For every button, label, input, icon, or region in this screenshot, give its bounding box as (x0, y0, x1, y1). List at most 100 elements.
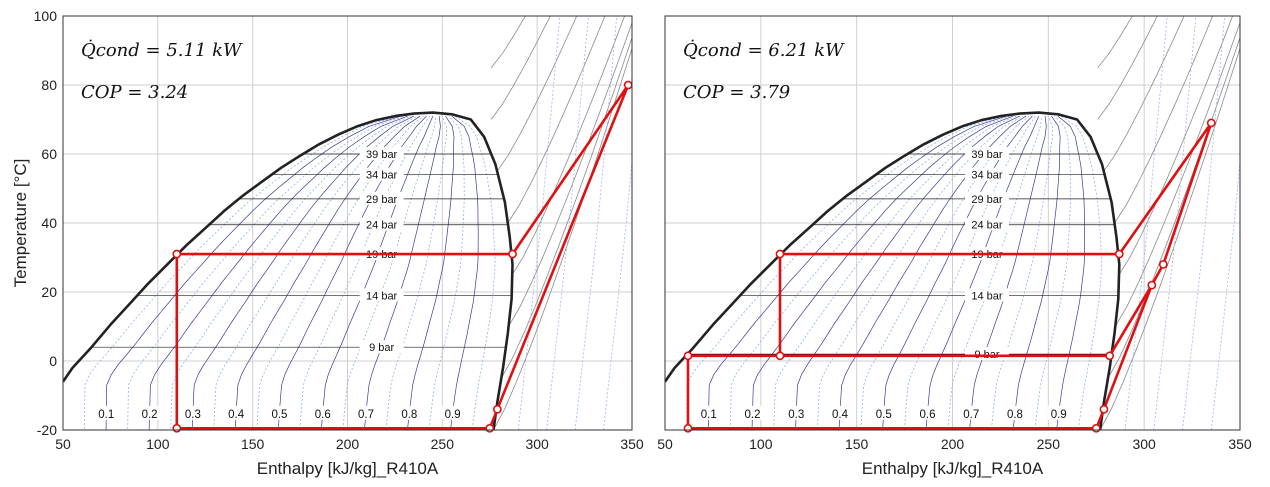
quality-label-bg (311, 405, 334, 420)
cycle-point (1099, 404, 1109, 414)
isobar-label: 9 bar (369, 342, 394, 354)
y-axis-label: Temperature [°C] (11, 159, 30, 288)
quality-label: 0.3 (185, 409, 201, 421)
isobar-label-bg (965, 191, 1009, 205)
isobar-line (507, 16, 606, 224)
y-tick-label: 20 (41, 284, 57, 300)
quality-line (407, 115, 455, 430)
isobar-label: 14 bar (971, 290, 1003, 302)
entropy-line (574, 16, 618, 430)
y-tick-label: -20 (37, 422, 57, 438)
cycle-point (683, 351, 693, 361)
isobar-label: 39 bar (971, 149, 1003, 161)
cycle-point (1114, 249, 1124, 259)
isobar-line (500, 36, 632, 379)
y-tick-label: 40 (41, 215, 57, 231)
quality-line (969, 116, 1047, 430)
entropy-line (860, 115, 1030, 430)
quality-label: 0.8 (401, 409, 417, 421)
x-tick-label: 50 (55, 436, 71, 452)
y-tick-label: 80 (41, 77, 57, 93)
x-tick-label: 100 (146, 436, 170, 452)
isobar-line (496, 16, 578, 172)
x-axis-label: Enthalpy [kJ/kg]_R410A (862, 459, 1044, 478)
isobar-label-bg (359, 288, 404, 302)
cycle-point (508, 249, 517, 259)
cycle-point (1091, 423, 1101, 433)
isobar-label-bg (965, 167, 1009, 181)
isobar-label-bg (965, 288, 1009, 302)
quality-label: 0.9 (445, 409, 461, 421)
isobar-label-bg (359, 147, 404, 160)
cycle-point (1105, 351, 1115, 361)
entropy-line (729, 115, 1011, 430)
quality-label-bg (225, 405, 248, 420)
q-cond-annotation: Q̇cond = 6.21 kW (683, 39, 845, 61)
q-cond-annotation: Q̇cond = 5.11 kW (81, 39, 243, 61)
quality-label-bg (872, 405, 895, 420)
quality-label-bg (441, 405, 464, 420)
entropy-line (517, 16, 561, 430)
isobar-line (1097, 16, 1133, 69)
x-tick-label: 150 (241, 436, 265, 452)
isobar-label-bg (359, 217, 404, 231)
isobar-line (511, 16, 626, 276)
x-tick-label: 350 (1228, 436, 1252, 452)
entropy-line (1182, 16, 1226, 430)
quality-line (105, 115, 402, 430)
quality-line (751, 115, 1014, 430)
isobar-label: 14 bar (366, 290, 398, 302)
isobar-line (490, 16, 526, 69)
isobar-line (1114, 16, 1214, 224)
quality-label-bg (138, 405, 161, 420)
quality-label: 0.6 (315, 409, 331, 421)
y-tick-label: 100 (34, 8, 58, 24)
isobar-label-bg (965, 217, 1009, 231)
quality-label-bg (1003, 405, 1026, 420)
quality-line (321, 115, 434, 430)
cycle-point (1147, 280, 1157, 290)
cop-annotation: COP = 3.79 (683, 82, 790, 103)
quality-label: 0.1 (98, 409, 114, 421)
isobar-label: 39 bar (366, 149, 398, 161)
quality-label-bg (916, 405, 939, 420)
x-axis-label: Enthalpy [kJ/kg]_R410A (257, 459, 439, 478)
cop-annotation: COP = 3.24 (81, 82, 188, 103)
entropy-line (213, 115, 418, 430)
x-tick-label: 300 (1132, 436, 1156, 452)
quality-label-bg (181, 405, 204, 420)
quality-line (708, 115, 1007, 430)
entropy-line (816, 115, 1023, 430)
isobar-line (1099, 47, 1240, 430)
x-tick-label: 250 (431, 436, 455, 452)
quality-label: 0.7 (358, 409, 374, 421)
entropy-line (1124, 16, 1168, 430)
isobar-label: 24 bar (971, 220, 1003, 232)
cycle-point (172, 249, 182, 259)
x-tick-label: 350 (620, 436, 644, 452)
isobar-line (1107, 36, 1240, 379)
cycle-point (1206, 118, 1216, 128)
isobar-label: 29 bar (366, 194, 398, 206)
entropy-line (947, 116, 1043, 430)
entropy-line (454, 115, 496, 430)
entropy-line (546, 16, 589, 430)
quality-label: 0.8 (1007, 409, 1023, 421)
x-tick-label: 250 (1037, 436, 1061, 452)
quality-label-bg (741, 405, 764, 420)
isobar-label: 29 bar (971, 194, 1003, 206)
quality-label-bg (828, 405, 851, 420)
quality-label-bg (960, 405, 983, 420)
cycle-point (683, 423, 693, 433)
quality-label: 0.5 (876, 409, 892, 421)
entropy-line (428, 115, 465, 430)
cycle-line (688, 284, 1154, 430)
entropy-line (773, 115, 1017, 430)
quality-line (450, 115, 479, 430)
entropy-line (991, 115, 1054, 430)
entropy-line (1034, 115, 1071, 430)
isobar-label-bg (359, 191, 404, 205)
